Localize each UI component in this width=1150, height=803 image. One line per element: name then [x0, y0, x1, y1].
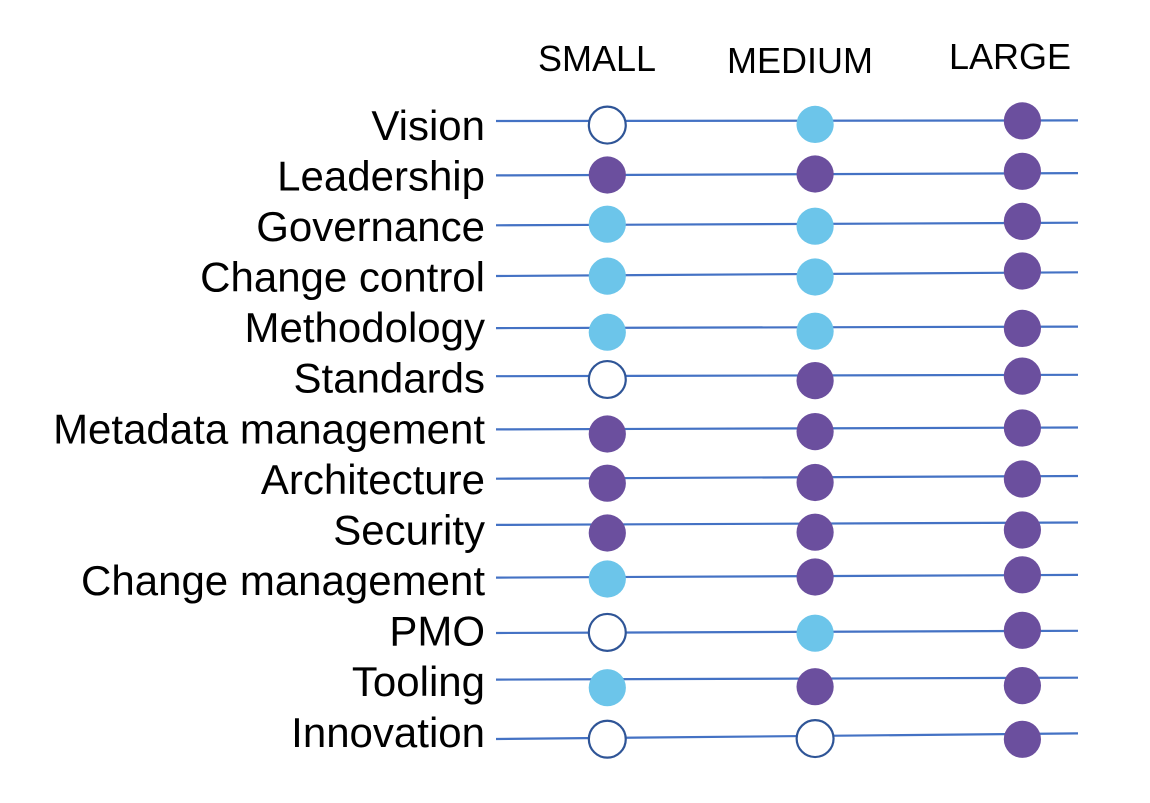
svg-text:Change management: Change management: [81, 557, 485, 604]
svg-text:PMO: PMO: [389, 608, 485, 655]
svg-text:Standards: Standards: [294, 355, 485, 402]
svg-text:Tooling: Tooling: [352, 658, 485, 705]
svg-text:Security: Security: [333, 507, 485, 554]
svg-text:Methodology: Methodology: [245, 304, 486, 351]
svg-text:Leadership: Leadership: [277, 152, 485, 199]
svg-text:Architecture: Architecture: [261, 456, 485, 503]
svg-text:LARGE: LARGE: [949, 36, 1071, 77]
svg-text:Metadata management: Metadata management: [53, 405, 485, 452]
svg-text:SMALL: SMALL: [538, 38, 656, 79]
svg-text:Governance: Governance: [256, 203, 485, 250]
svg-text:Change control: Change control: [200, 254, 485, 301]
svg-text:Innovation: Innovation: [291, 709, 485, 756]
svg-text:MEDIUM: MEDIUM: [727, 40, 873, 81]
svg-text:Vision: Vision: [371, 102, 485, 149]
